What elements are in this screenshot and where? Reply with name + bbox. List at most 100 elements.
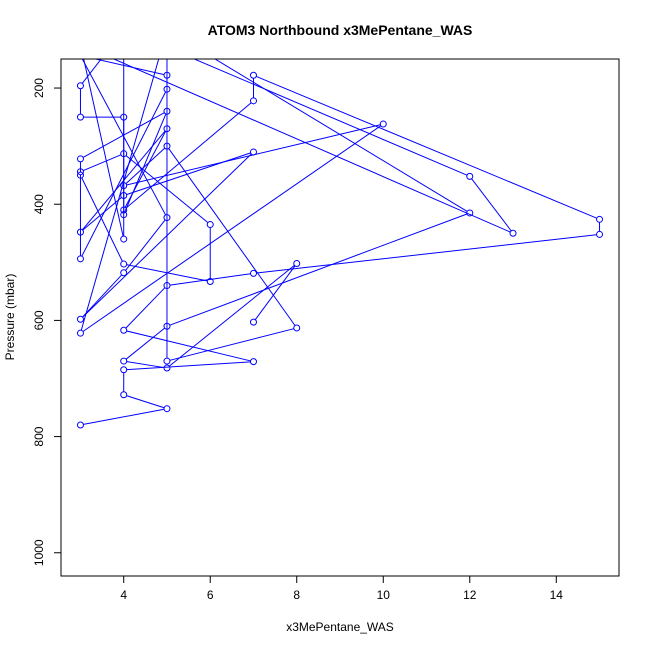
data-point [76, 171, 84, 179]
data-point [249, 269, 257, 277]
series-line-segment [169, 273, 251, 286]
series-line-segment [214, 59, 468, 212]
data-point [120, 366, 128, 374]
series-line-segment [125, 287, 166, 329]
data-point [164, 44, 170, 50]
data-point [120, 326, 128, 334]
data-point [293, 259, 301, 267]
plot-frame [60, 58, 620, 577]
data-point [76, 168, 84, 176]
series-line-segment [83, 408, 165, 425]
series-line-segment [82, 197, 122, 231]
series-line-segment [126, 395, 165, 409]
series-line-segment [81, 177, 123, 262]
data-point [121, 27, 127, 33]
data-point [120, 391, 128, 399]
series-line-segment [126, 152, 251, 196]
x-tick-label: 6 [207, 588, 214, 602]
series-line-segment [125, 327, 165, 360]
data-point [206, 221, 214, 229]
series-line-segment [83, 59, 124, 237]
x-axis-label: x3MePentane_WAS [286, 620, 394, 634]
series-line-segment [81, 59, 102, 84]
series-line-segment [124, 113, 167, 213]
data-point [120, 269, 128, 277]
series-line-segment [125, 147, 166, 184]
data-point [163, 282, 171, 290]
data-point [76, 82, 84, 90]
data-point [76, 315, 84, 323]
series-line-segment [169, 328, 294, 361]
series-line-segment [82, 125, 382, 332]
series-points [76, 27, 604, 429]
series-line-segment [169, 213, 468, 326]
data-point [163, 214, 171, 222]
data-point [466, 209, 474, 217]
data-point [249, 71, 257, 79]
y-tick-label: 600 [32, 310, 46, 330]
data-point [120, 192, 128, 200]
plot-area [76, 27, 604, 429]
data-point [596, 215, 604, 223]
data-point [120, 182, 128, 190]
x-tick-label: 8 [293, 588, 300, 602]
data-point [249, 97, 257, 105]
data-point [249, 318, 257, 326]
series-line-segment [192, 59, 468, 176]
data-point [163, 364, 171, 372]
series-line-segment [126, 361, 251, 371]
data-point [120, 113, 128, 121]
data-point [163, 357, 171, 365]
y-axis: 200 400 600 800 1000 [32, 78, 61, 566]
data-point [163, 85, 171, 93]
series-lines [79, 59, 601, 425]
y-axis-label: Pressure (mbar) [3, 274, 17, 361]
data-point [596, 230, 604, 238]
data-point [163, 322, 171, 330]
series-line-segment [112, 59, 511, 233]
data-point [76, 155, 84, 163]
data-point [163, 71, 171, 79]
x-tick-label: 14 [550, 588, 564, 602]
x-axis: 4 6 8 10 12 14 [120, 576, 563, 602]
data-point [76, 228, 84, 236]
data-point [293, 324, 301, 332]
data-point [163, 125, 171, 133]
series-line-segment [256, 75, 597, 219]
data-point [164, 27, 170, 33]
series-line-segment [168, 148, 296, 326]
series-line-segment [254, 265, 296, 321]
data-point [76, 255, 84, 263]
data-point [76, 329, 84, 337]
data-point [163, 142, 171, 150]
x-tick-label: 12 [463, 588, 477, 602]
series-line-segment [83, 154, 122, 172]
y-tick-label: 400 [32, 194, 46, 214]
data-point [163, 405, 171, 413]
data-point [77, 41, 83, 47]
series-line-segment [256, 234, 597, 274]
series-line-segment [168, 264, 295, 367]
series-line-segment [126, 361, 165, 369]
data-point [249, 358, 257, 366]
x-tick-label: 4 [120, 588, 127, 602]
data-point [120, 150, 128, 158]
y-tick-label: 200 [32, 78, 46, 98]
series-line-segment [80, 59, 160, 331]
data-point [249, 148, 257, 156]
data-point [120, 260, 128, 268]
data-point [379, 120, 387, 128]
data-point [509, 229, 517, 237]
data-point [120, 206, 128, 214]
series-line-segment [82, 274, 123, 318]
data-point [466, 172, 474, 180]
series-line-segment [126, 330, 251, 362]
series-line-segment [125, 102, 252, 209]
chart-title: ATOM3 Northbound x3MePentane_WAS [208, 22, 473, 38]
data-point [76, 113, 84, 121]
y-tick-label: 800 [32, 426, 46, 446]
y-tick-label: 1000 [32, 539, 46, 566]
data-point [206, 277, 214, 285]
data-point [120, 357, 128, 365]
